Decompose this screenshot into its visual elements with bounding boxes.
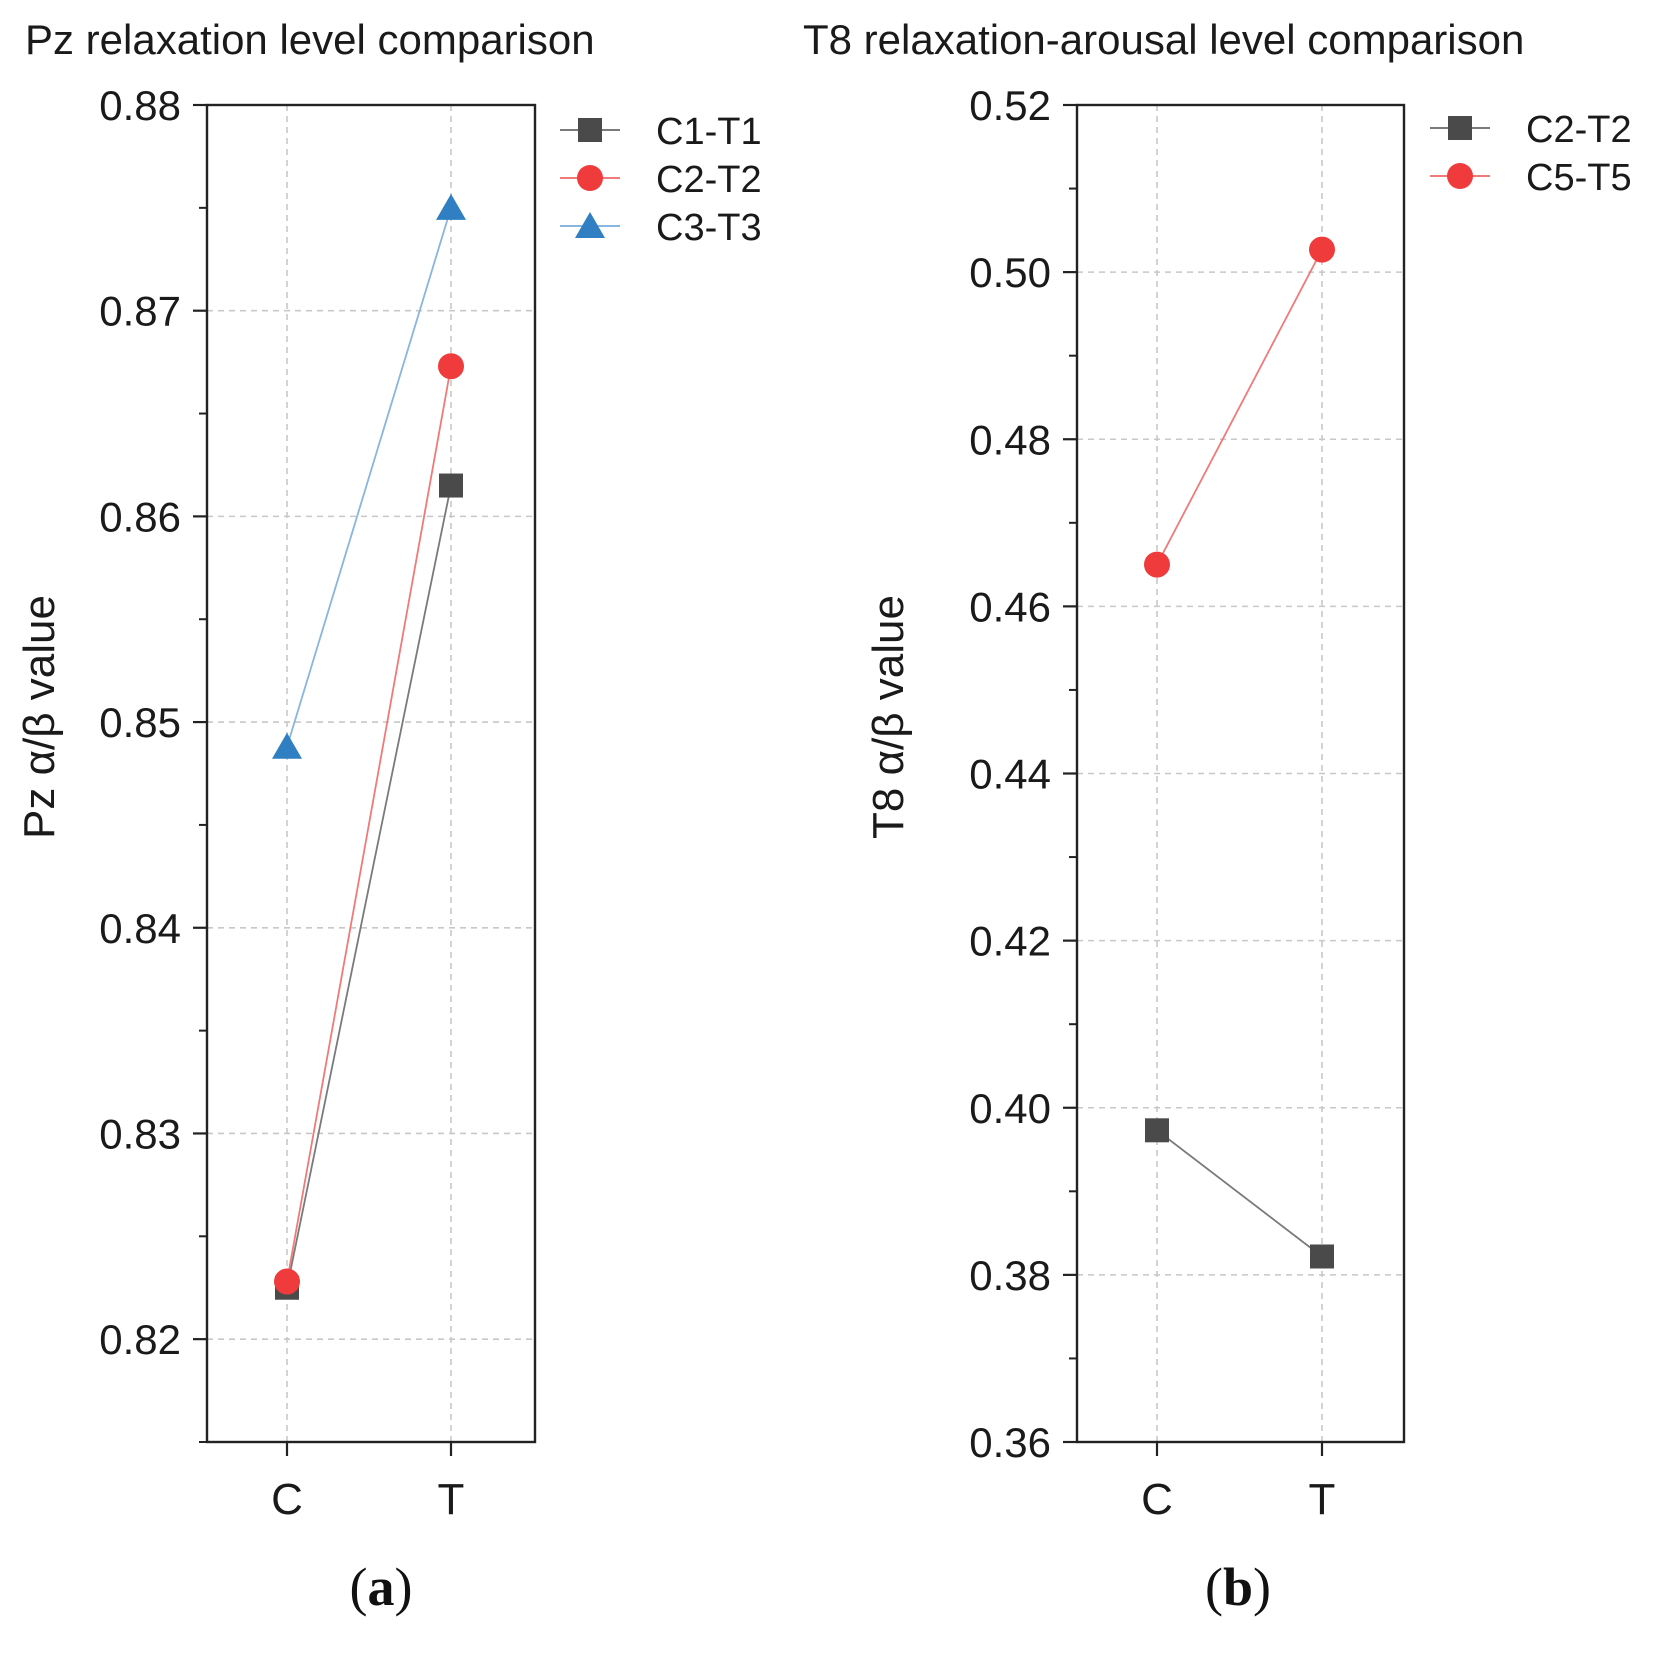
panel-b-y-tick-label-0.36: 0.36 (969, 1419, 1051, 1466)
panel-a-y-tick-label-0.84: 0.84 (99, 905, 181, 952)
panel-b-series-line-C5-T5 (1156, 249, 1323, 566)
panel-a-series-line-C3-T3 (286, 207, 452, 748)
panel-a-series-C2-T2 (274, 353, 464, 1295)
panel-b-y-tick-label-0.48: 0.48 (969, 416, 1051, 463)
panel-a-title: Pz relaxation level comparison (25, 16, 595, 63)
panel-b-series-C2-T2 (1145, 1118, 1334, 1269)
panel-b-x-tick-label-T: T (1309, 1475, 1336, 1524)
panel-a-legend: C1-T1 C2-T2 C3-T3 (560, 111, 762, 249)
panel-b-legend-label-C5-T5: C5-T5 (1526, 157, 1632, 199)
panel-b-t8-chart: T8 relaxation-arousal level comparison T… (803, 16, 1632, 1617)
panel-a-point-C3-T3-T (436, 193, 466, 220)
panel-a-series-C1-T1 (275, 473, 463, 1300)
panel-b-y-tick-label-0.40: 0.40 (969, 1085, 1051, 1132)
panel-b-y-tick-label-0.52: 0.52 (969, 82, 1051, 129)
panel-a-y-tick-label-0.85: 0.85 (99, 699, 181, 746)
panel-a-series-line-C2-T2 (286, 366, 452, 1282)
panel-a-y-tick-label-0.88: 0.88 (99, 82, 181, 129)
panel-a-legend-marker-C2-T2 (577, 165, 603, 191)
panel-a-legend-label-C3-T3: C3-T3 (656, 207, 762, 249)
panel-b-plot-frame (1075, 103, 1406, 1444)
panel-b-y-axis-label: T8 α/β value (864, 595, 913, 839)
panel-b-legend-label-C2-T2: C2-T2 (1526, 109, 1632, 151)
panel-a-legend-marker-C3-T3 (575, 212, 605, 238)
panel-a-point-C2-T2-T (438, 353, 464, 380)
panel-a-caption: (a) (350, 1557, 413, 1617)
panel-a-plot-area: 0.82 0.83 0.84 0.85 0.86 0.87 0.88 C T (99, 82, 537, 1524)
panel-a-legend-label-C1-T1: C1-T1 (656, 111, 762, 153)
panel-b-caption: (b) (1205, 1557, 1271, 1617)
panel-b-series-C5-T5 (1144, 236, 1335, 578)
panel-b-x-tick-label-C: C (1141, 1475, 1173, 1524)
panel-b-y-tick-label-0.46: 0.46 (969, 583, 1051, 630)
panel-a-point-C2-T2-C (274, 1268, 300, 1295)
panel-b-point-C5-T5-C (1144, 551, 1170, 578)
panel-a-y-tick-label-0.82: 0.82 (99, 1316, 181, 1363)
panel-a-legend-label-C2-T2: C2-T2 (656, 159, 762, 201)
panel-a-y-axis-label: Pz α/β value (15, 595, 64, 839)
panel-a-series-C3-T3 (272, 193, 466, 759)
panel-a-y-tick-label-0.83: 0.83 (99, 1110, 181, 1157)
panel-a-point-C3-T3-C (272, 732, 302, 759)
panel-b-legend-marker-C2-T2 (1448, 116, 1472, 140)
panel-a-legend-marker-C1-T1 (578, 118, 602, 142)
panel-b-y-tick-label-0.42: 0.42 (969, 918, 1051, 965)
panel-b-plot-area: 0.36 0.38 0.40 0.42 0.44 0.46 0.48 0.50 0.52 C T (969, 82, 1406, 1524)
panel-a-point-C1-T1-T (439, 473, 463, 498)
panel-b-series-line-C2-T2 (1156, 1129, 1323, 1258)
panel-b-legend: C2-T2 C5-T5 (1430, 109, 1632, 199)
panel-b-title: T8 relaxation-arousal level comparison (803, 16, 1524, 63)
panel-b-legend-marker-C5-T5 (1447, 163, 1473, 189)
panel-a-x-tick-label-C: C (271, 1475, 303, 1524)
panel-b-point-C2-T2-C (1145, 1118, 1169, 1143)
panel-b-point-C2-T2-T (1310, 1244, 1334, 1269)
panel-a-pz-chart: Pz relaxation level comparison Pz α/β va… (15, 16, 762, 1617)
panel-a-series-line-C1-T1 (286, 485, 452, 1288)
panel-a-x-tick-label-T: T (438, 1475, 465, 1524)
panel-a-plot-frame (205, 103, 537, 1444)
panel-b-y-tick-label-0.50: 0.50 (969, 249, 1051, 296)
panel-b-y-tick-label-0.38: 0.38 (969, 1252, 1051, 1299)
panel-b-point-C5-T5-T (1309, 236, 1335, 263)
panel-a-y-tick-label-0.87: 0.87 (99, 288, 181, 335)
panel-b-y-tick-label-0.44: 0.44 (969, 751, 1051, 798)
panel-a-y-tick-label-0.86: 0.86 (99, 493, 181, 540)
